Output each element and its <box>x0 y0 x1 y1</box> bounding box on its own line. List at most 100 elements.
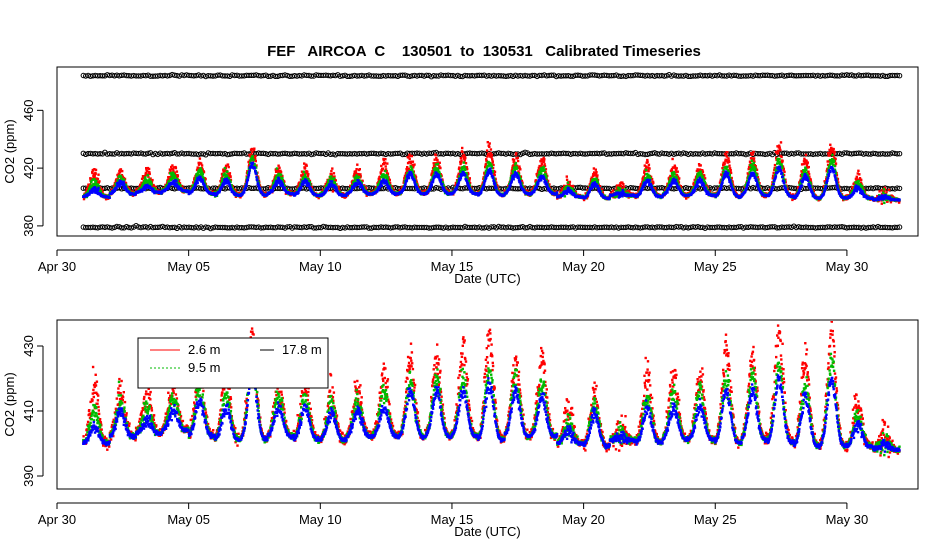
calibration-point <box>169 71 175 78</box>
calibration-point <box>584 73 591 79</box>
data-point <box>95 179 98 183</box>
calibration-series-standard-1 <box>80 71 903 80</box>
calibration-point <box>99 73 106 79</box>
y-axis-label: CO2 (ppm) <box>2 119 17 183</box>
data-point <box>226 170 229 173</box>
calibration-point <box>361 73 367 79</box>
calibration-point <box>894 72 900 79</box>
calibration-point <box>628 150 634 157</box>
data-point <box>542 160 546 163</box>
data-point <box>223 167 227 170</box>
calibration-point <box>337 73 343 79</box>
calibration-point <box>457 73 463 80</box>
data-point <box>699 164 702 167</box>
data-point <box>301 173 305 176</box>
calibration-point <box>856 150 862 156</box>
data-point <box>383 161 387 164</box>
data-point <box>122 178 126 181</box>
calibration-point <box>529 72 535 79</box>
data-point <box>198 157 202 160</box>
data-point <box>491 158 494 161</box>
data-point <box>305 164 308 167</box>
calibration-point <box>680 150 687 156</box>
data-point <box>279 170 283 174</box>
calibration-point <box>630 150 636 157</box>
data-point <box>146 174 149 177</box>
calibration-point <box>414 150 420 156</box>
data-point <box>776 152 780 155</box>
calibration-point <box>884 73 891 80</box>
data-point <box>407 167 410 170</box>
calibration-point <box>671 151 677 157</box>
data-point <box>804 153 808 157</box>
data-point <box>594 168 597 171</box>
calibration-point <box>832 73 838 79</box>
calibration-point <box>479 150 485 156</box>
data-point <box>832 147 835 151</box>
data-point <box>330 173 333 176</box>
data-point <box>464 162 468 165</box>
data-point <box>858 173 861 176</box>
calibration-point <box>661 73 667 79</box>
calibration-point <box>347 73 353 80</box>
calibration-point <box>548 72 555 78</box>
data-point <box>515 152 518 155</box>
data-point <box>176 174 179 178</box>
calibration-point <box>896 151 903 157</box>
calibration-point <box>848 72 855 78</box>
data-point <box>676 170 679 173</box>
data-point <box>358 175 361 179</box>
calibration-point <box>260 150 267 157</box>
calibration-point <box>844 150 850 156</box>
data-point <box>571 184 575 188</box>
calibration-point <box>652 150 658 156</box>
calibration-point <box>407 73 413 80</box>
data-point <box>385 174 388 177</box>
data-point <box>356 163 359 166</box>
calibration-point <box>791 151 797 157</box>
calibration-point <box>200 151 207 157</box>
calibration-point <box>167 151 173 157</box>
data-point <box>806 161 809 164</box>
data-point <box>97 173 100 176</box>
x-axis-label: Date (UTC) <box>454 271 520 286</box>
data-point <box>490 153 494 156</box>
calibration-point <box>224 151 231 158</box>
calibration-point <box>428 150 435 157</box>
data-point <box>332 172 336 175</box>
x-tick-label: Apr 30 <box>38 259 76 274</box>
calibration-point <box>695 151 701 157</box>
x-tick-label: May 25 <box>694 259 737 274</box>
data-point <box>459 157 463 160</box>
calibration-point <box>692 73 699 79</box>
calibration-point <box>210 73 216 79</box>
data-point <box>254 159 257 163</box>
x-tick-label: May 20 <box>562 259 605 274</box>
data-point <box>228 172 232 175</box>
data-point <box>386 162 389 165</box>
calibration-point <box>143 151 149 157</box>
data-point <box>463 159 466 162</box>
data-point <box>118 171 122 174</box>
x-tick-label: May 30 <box>826 259 869 274</box>
data-point <box>410 154 414 158</box>
calibration-point <box>880 72 886 79</box>
data-point <box>565 175 568 178</box>
data-point <box>485 149 489 152</box>
data-point <box>333 177 336 180</box>
data-point <box>333 181 336 184</box>
data-point <box>807 165 810 169</box>
calibration-point <box>455 72 461 79</box>
data-point <box>878 190 881 193</box>
data-point <box>880 202 883 205</box>
data-point <box>887 188 891 192</box>
calibration-point <box>894 151 900 157</box>
data-point <box>489 148 493 151</box>
data-point <box>829 143 832 146</box>
data-point <box>752 150 755 154</box>
data-point <box>728 164 731 167</box>
calibration-point <box>486 72 492 79</box>
x-tick-label: May 10 <box>299 259 342 274</box>
data-point <box>94 168 98 172</box>
